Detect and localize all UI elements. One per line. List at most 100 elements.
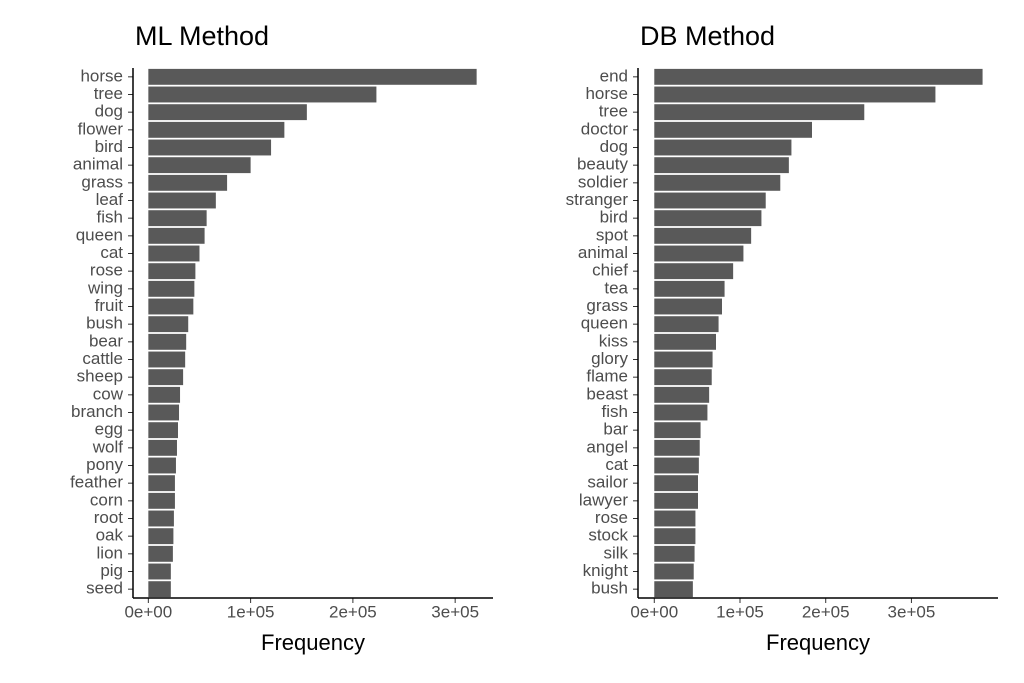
y-tick-label: dog [600,137,628,156]
bar [654,351,713,368]
bar [654,316,719,333]
y-tick-label: cat [100,243,123,262]
bar [148,280,195,297]
y-tick-label: tea [604,278,628,297]
x-axis-title: Frequency [261,630,365,655]
bar [654,139,792,156]
bar [654,210,762,227]
bar [148,563,171,580]
bar [654,174,781,191]
bar [654,104,865,121]
bar [654,227,752,244]
bar [148,457,176,474]
y-tick-label: flower [78,119,124,138]
bar [148,227,205,244]
y-tick-label: tree [94,84,123,103]
x-tick-label: 2e+05 [329,602,377,621]
y-tick-label: egg [95,420,123,439]
x-tick-label: 1e+05 [716,602,764,621]
y-tick-label: lion [97,543,123,562]
y-tick-label: beauty [577,155,629,174]
bar [148,263,196,280]
y-tick-label: stock [588,526,628,545]
y-tick-label: glory [591,349,628,368]
y-tick-label: bear [89,331,123,350]
y-tick-label: grass [81,172,123,191]
y-tick-label: silk [603,543,628,562]
bar [654,439,700,456]
y-tick-label: lawyer [579,490,628,509]
y-tick-label: spot [596,225,628,244]
y-tick-label: fruit [95,296,124,315]
y-tick-label: corn [90,490,123,509]
bar [654,245,744,262]
bar [654,68,983,85]
bar [148,192,216,209]
bar [148,316,189,333]
bar [654,121,812,138]
y-tick-label: stranger [566,190,629,209]
bar [148,492,175,509]
y-tick-label: queen [581,314,628,333]
chart-title: DB Method [640,21,775,51]
bar [654,457,699,474]
bar [148,475,175,492]
y-tick-label: knight [583,561,629,580]
bar [148,510,174,527]
bar [654,157,789,174]
y-tick-label: bar [603,420,628,439]
bar [148,369,184,386]
x-axis-title: Frequency [766,630,870,655]
y-tick-label: sailor [587,473,628,492]
y-tick-label: fish [602,402,628,421]
bar [654,298,722,315]
x-tick-label: 1e+05 [227,602,275,621]
y-tick-label: wing [87,278,123,297]
y-tick-label: beast [586,384,628,403]
y-tick-label: seed [86,579,123,598]
y-tick-label: bush [86,314,123,333]
x-tick-label: 0e+00 [630,602,678,621]
y-tick-label: bird [95,137,123,156]
y-tick-label: cattle [82,349,123,368]
y-tick-label: leaf [96,190,124,209]
y-tick-label: root [94,508,124,527]
bar [148,139,272,156]
y-tick-label: horse [585,84,628,103]
y-tick-label: rose [90,261,123,280]
y-tick-label: pony [86,455,123,474]
bar [654,404,708,421]
bar [654,563,694,580]
bar [148,245,200,262]
bar [654,192,766,209]
chart-title: ML Method [135,21,269,51]
bar [148,104,307,121]
y-tick-label: oak [96,526,124,545]
y-tick-label: sheep [77,367,123,386]
y-tick-label: animal [578,243,628,262]
bar [654,280,725,297]
bar [148,528,174,545]
bar [148,157,251,174]
bar [654,386,710,403]
x-tick-label: 0e+00 [124,602,172,621]
bar [148,386,181,403]
bar [654,581,693,598]
bar [654,545,695,562]
bar [148,422,178,439]
x-tick-label: 3e+05 [431,602,479,621]
y-tick-label: pig [100,561,123,580]
y-tick-label: tree [599,102,628,121]
y-tick-label: chief [592,261,628,280]
y-tick-label: grass [586,296,628,315]
y-tick-label: bush [591,579,628,598]
bar [148,581,171,598]
y-tick-label: queen [76,225,123,244]
bar [148,68,477,85]
bar [148,439,177,456]
y-tick-label: bird [600,208,628,227]
y-tick-label: fish [97,208,123,227]
bar [148,174,228,191]
bar [654,422,701,439]
